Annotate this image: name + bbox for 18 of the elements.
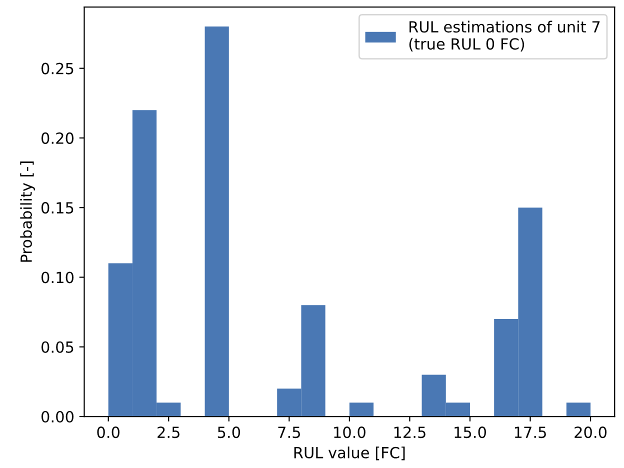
legend-label: RUL estimations of unit 7 (true RUL 0 FC)	[409, 20, 600, 52]
y-tick-label: 0.00	[42, 410, 74, 423]
x-tick-label: 17.5	[514, 426, 546, 438]
x-tick-label: 7.5	[278, 426, 300, 438]
x-tick-label: 15.0	[454, 426, 486, 438]
x-tick-label: 5.0	[218, 426, 240, 438]
y-tick-label: 0.25	[42, 62, 74, 74]
y-tick-label: 0.20	[42, 132, 74, 144]
x-tick-label: 2.5	[158, 426, 180, 438]
x-tick-label: 0.0	[97, 426, 120, 438]
y-tick-label: 0.15	[42, 202, 74, 214]
x-tick-label: 10.0	[334, 426, 366, 438]
x-tick-label: 20.0	[574, 426, 607, 438]
x-tick-label: 12.5	[394, 426, 426, 438]
x-axis-title: RUL value [FC]	[294, 446, 405, 460]
y-tick-label: 0.05	[42, 341, 74, 353]
y-axis-title: Probability [-]	[20, 162, 35, 262]
y-tick-label: 0.10	[42, 272, 74, 284]
